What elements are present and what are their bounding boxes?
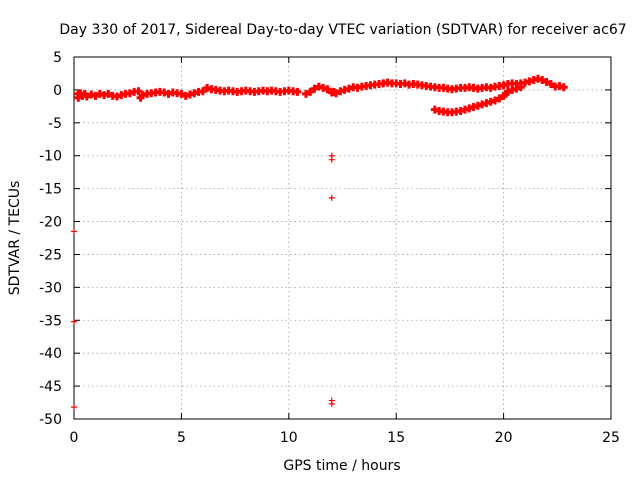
axis-ticks: 0 5 10 15 20 25 5 0 -5 -10 -15 -20 -25 -30 -35 -40 -45 -5… xyxy=(39,50,620,446)
data-point xyxy=(503,87,512,96)
data-points xyxy=(71,74,568,411)
data-point xyxy=(542,78,551,87)
series-1 xyxy=(430,83,525,117)
data-point xyxy=(198,87,207,96)
y-tick-label: -30 xyxy=(39,280,62,296)
x-tick-label: 10 xyxy=(280,430,298,446)
data-point xyxy=(306,87,315,96)
x-tick-label: 20 xyxy=(495,430,513,446)
plot-frame xyxy=(73,56,612,420)
y-tick-label: -5 xyxy=(48,116,62,132)
data-point xyxy=(134,87,143,96)
y-tick-label: -10 xyxy=(39,149,62,165)
data-point xyxy=(310,84,319,93)
y-tick-label: -15 xyxy=(39,182,62,198)
chart-title: Day 330 of 2017, Sidereal Day-to-day VTE… xyxy=(59,22,626,38)
data-point xyxy=(491,96,500,105)
x-axis-label: GPS time / hours xyxy=(283,458,400,474)
series-3 xyxy=(71,228,77,411)
data-point xyxy=(71,404,77,411)
data-point xyxy=(516,83,525,92)
y-tick-label: 5 xyxy=(53,50,62,66)
y-tick-label: -50 xyxy=(39,412,62,428)
data-point xyxy=(323,85,332,94)
data-point xyxy=(104,89,113,98)
y-tick-label: -25 xyxy=(39,247,62,263)
data-point xyxy=(546,79,555,88)
x-tick-label: 5 xyxy=(177,430,186,446)
data-point xyxy=(495,94,504,103)
data-point xyxy=(559,83,568,92)
y-tick-label: -40 xyxy=(39,346,62,362)
data-point xyxy=(71,318,77,325)
data-point xyxy=(293,87,302,96)
data-point xyxy=(71,228,77,235)
x-tick-label: 15 xyxy=(387,430,405,446)
data-point xyxy=(74,93,83,102)
y-tick-label: 0 xyxy=(53,83,62,99)
grid xyxy=(74,57,611,419)
data-point xyxy=(538,76,547,85)
data-point xyxy=(328,400,335,407)
data-point xyxy=(82,92,91,101)
data-point xyxy=(91,91,100,100)
y-tick-label: -45 xyxy=(39,379,62,395)
data-point xyxy=(177,89,186,98)
y-tick-label: -20 xyxy=(39,215,62,231)
data-point xyxy=(328,194,335,201)
data-point xyxy=(328,156,335,163)
series-2 xyxy=(328,152,335,407)
y-axis-label: SDTVAR / TECUs xyxy=(7,181,23,296)
data-point xyxy=(301,89,310,98)
y-tick-label: -35 xyxy=(39,313,62,329)
x-tick-label: 0 xyxy=(70,430,79,446)
x-tick-label: 25 xyxy=(602,430,620,446)
data-point xyxy=(332,89,341,98)
